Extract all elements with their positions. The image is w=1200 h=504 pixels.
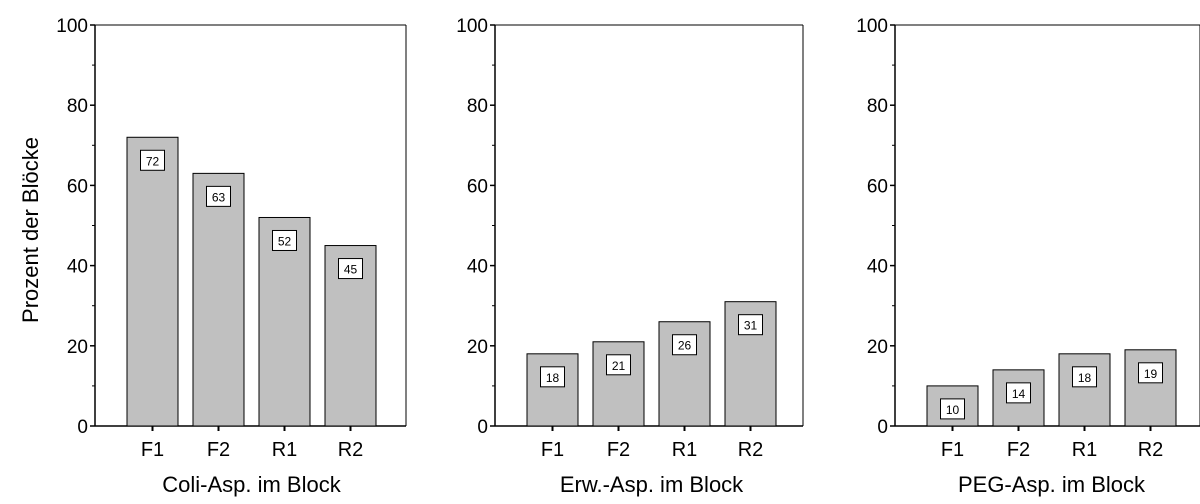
data-label: 18: [1078, 371, 1092, 385]
y-tick-label: 100: [456, 16, 488, 37]
y-tick-label: 20: [67, 337, 88, 358]
data-label: 21: [612, 359, 626, 373]
data-label: 10: [946, 403, 960, 417]
y-tick-label: 100: [56, 16, 88, 37]
data-label-box: [1006, 382, 1031, 404]
data-label: 18: [546, 371, 560, 385]
x-axis-label: Erw.-Asp. im Block: [560, 472, 744, 497]
data-label: 45: [344, 263, 358, 277]
y-tick-label: 40: [467, 257, 488, 278]
bar-r1: [1058, 353, 1111, 427]
data-label-box: [672, 334, 697, 356]
data-label-box: [940, 398, 965, 420]
bar-f1: [526, 353, 579, 427]
x-tick-label: F1: [941, 439, 964, 461]
y-tick-label: 40: [67, 257, 88, 278]
data-label: 26: [678, 339, 692, 353]
data-label-box: [140, 149, 165, 171]
data-label: 14: [1012, 387, 1026, 401]
x-tick-label: R1: [672, 439, 698, 461]
x-tick-label: F2: [207, 439, 230, 461]
y-tick-label: 80: [867, 96, 888, 117]
data-label-box: [206, 185, 231, 207]
y-tick-label: 20: [867, 337, 888, 358]
y-tick-label: 0: [477, 417, 488, 438]
data-label: 31: [744, 319, 758, 333]
y-tick-label: 60: [867, 176, 888, 197]
data-label-box: [338, 258, 363, 280]
data-label-box: [738, 314, 763, 336]
x-tick-label: R2: [1138, 439, 1164, 461]
chart-panel-erw: 0 20 40 60 80 100 18 F1 21 F2 26 R1 31 R2 Erw.-Asp. im…: [456, 16, 804, 497]
y-tick-label: 40: [867, 257, 888, 278]
y-tick-label: 100: [856, 16, 888, 37]
data-label: 63: [212, 190, 226, 204]
x-tick-label: R1: [272, 439, 298, 461]
y-tick-label: 80: [467, 96, 488, 117]
y-tick-label: 20: [467, 337, 488, 358]
y-tick-label: 60: [67, 176, 88, 197]
data-label: 19: [1144, 367, 1158, 381]
data-label-box: [1138, 362, 1163, 384]
x-tick-label: R1: [1072, 439, 1098, 461]
x-axis-label: PEG-Asp. im Block: [958, 472, 1146, 497]
y-tick-label: 80: [67, 96, 88, 117]
chart-panel-coli: 0 20 40 60 80 100 72 F1 63 F2 52 R1 45 R2 Coli-Asp. im…: [56, 16, 407, 497]
data-label: 52: [278, 234, 292, 248]
chart-panel-peg: 0 20 40 60 80 100 10 F1 14 F2 18 R1 19 R2 PEG-Asp. im …: [856, 16, 1200, 497]
y-tick-label: 0: [77, 417, 88, 438]
data-label-box: [1072, 366, 1097, 388]
data-label-box: [540, 366, 565, 388]
x-tick-label: R2: [738, 439, 764, 461]
x-axis-label: Coli-Asp. im Block: [162, 472, 341, 497]
bar-f1: [126, 136, 179, 427]
x-tick-label: F2: [607, 439, 630, 461]
y-tick-label: 60: [467, 176, 488, 197]
x-tick-label: F1: [141, 439, 164, 461]
bar-r1: [258, 216, 311, 427]
y-axis-label: Prozent der Blöcke: [18, 137, 43, 323]
bar-r2: [1124, 349, 1177, 427]
x-tick-label: R2: [338, 439, 364, 461]
data-label-box: [272, 229, 297, 251]
bar-f2: [192, 172, 245, 427]
data-label-box: [606, 354, 631, 376]
x-tick-label: F2: [1007, 439, 1030, 461]
y-tick-label: 0: [877, 417, 888, 438]
data-label: 72: [146, 154, 160, 168]
x-tick-label: F1: [541, 439, 564, 461]
